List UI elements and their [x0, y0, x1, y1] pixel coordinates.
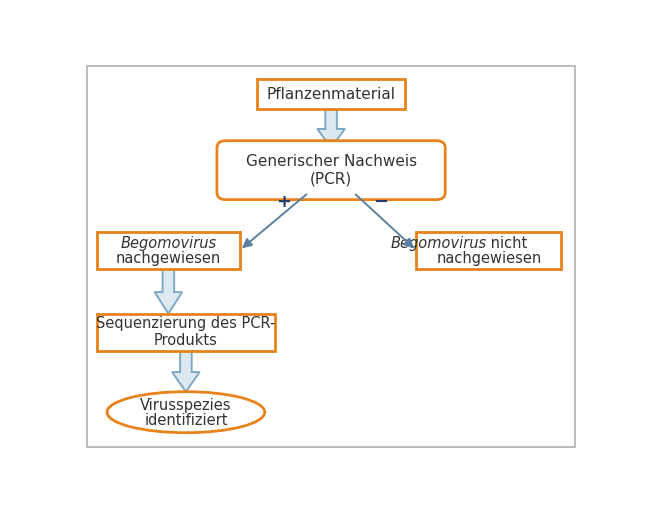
Text: identifiziert: identifiziert [144, 413, 227, 428]
Text: nachgewiesen: nachgewiesen [116, 251, 221, 266]
Text: nicht: nicht [486, 236, 528, 251]
Text: nachgewiesen: nachgewiesen [436, 251, 541, 266]
Text: Begomovirus: Begomovirus [120, 236, 216, 251]
Ellipse shape [107, 392, 265, 432]
Text: Virusspezies: Virusspezies [140, 397, 232, 413]
Text: Generischer Nachweis
(PCR): Generischer Nachweis (PCR) [245, 154, 417, 187]
FancyBboxPatch shape [217, 140, 445, 200]
Text: Sequenzierung des PCR-
Produkts: Sequenzierung des PCR- Produkts [96, 316, 276, 348]
Polygon shape [317, 108, 345, 148]
Polygon shape [172, 351, 200, 392]
Polygon shape [154, 269, 182, 314]
FancyBboxPatch shape [97, 232, 240, 269]
FancyBboxPatch shape [97, 314, 275, 351]
FancyBboxPatch shape [257, 80, 405, 108]
Text: −: − [373, 193, 389, 211]
Text: +: + [276, 193, 291, 211]
Text: Begomovirus: Begomovirus [390, 236, 486, 251]
Text: Pflanzenmaterial: Pflanzenmaterial [267, 87, 395, 101]
FancyBboxPatch shape [416, 232, 561, 269]
